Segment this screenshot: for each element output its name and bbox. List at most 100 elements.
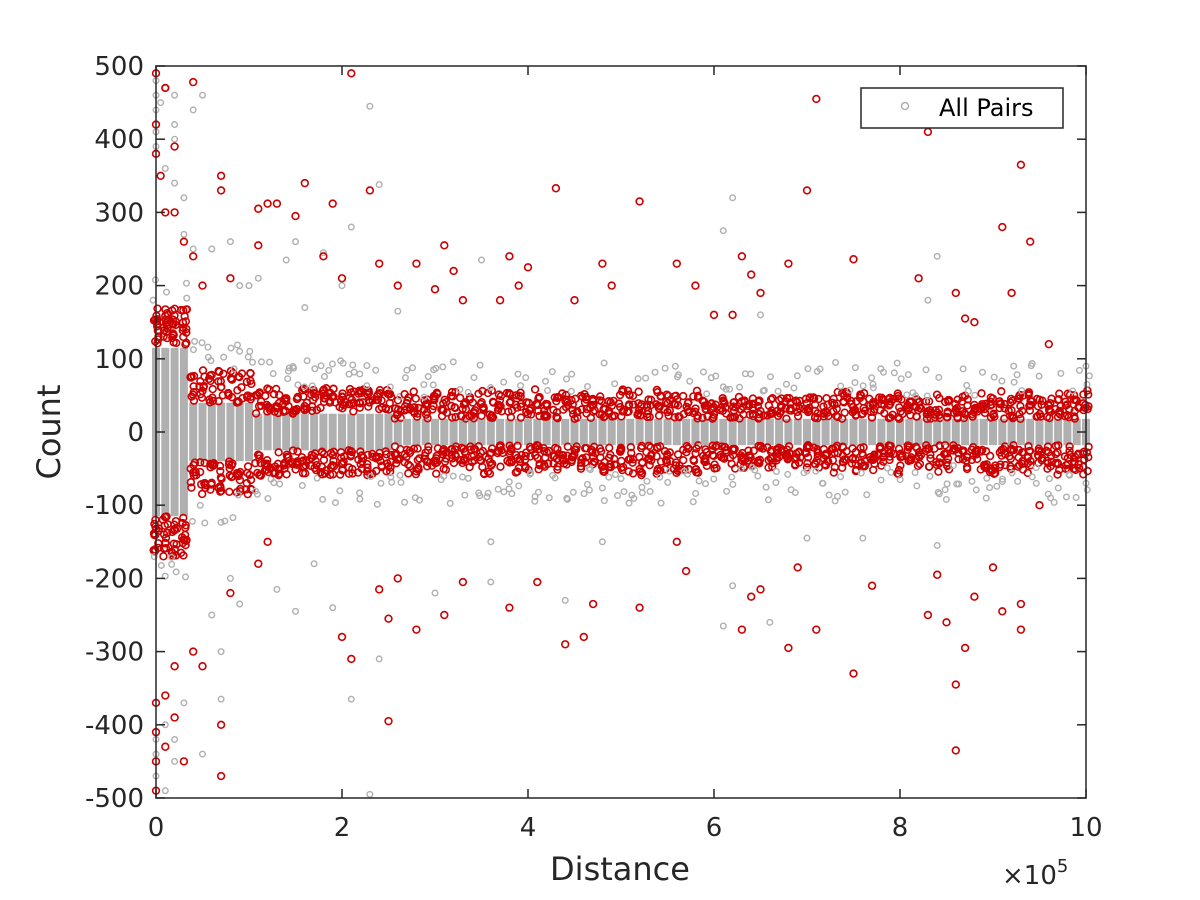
data-point [317, 448, 327, 457]
density-column [245, 402, 253, 462]
data-point [373, 500, 381, 508]
data-point [567, 387, 575, 395]
data-point [420, 393, 428, 401]
density-column [896, 418, 904, 446]
data-point [224, 460, 234, 469]
data-point [182, 324, 191, 334]
data-point [170, 142, 179, 151]
data-point [187, 483, 196, 492]
data-point [189, 460, 198, 470]
data-point [168, 315, 178, 324]
data-point [216, 487, 225, 496]
data-point [833, 387, 842, 397]
data-point [409, 403, 418, 412]
data-point [784, 470, 792, 478]
y-tick-label: 100 [94, 345, 144, 375]
data-point [926, 472, 934, 480]
data-point [990, 373, 998, 381]
density-column [338, 413, 346, 451]
data-point [810, 459, 820, 468]
data-point [430, 285, 440, 294]
density-column [951, 418, 960, 446]
data-point [579, 632, 588, 642]
density-column [412, 418, 421, 446]
data-point [216, 771, 226, 781]
data-point [291, 211, 300, 221]
data-point [1061, 397, 1070, 406]
legend-box [860, 87, 1064, 129]
data-point [700, 454, 710, 463]
density-column [961, 418, 970, 446]
data-point [485, 469, 495, 478]
data-point [605, 473, 613, 481]
data-point [774, 443, 784, 452]
data-point [366, 102, 374, 110]
data-point [729, 402, 738, 411]
density-column [579, 418, 588, 446]
data-point [470, 374, 478, 382]
data-point [755, 455, 765, 465]
data-point [409, 407, 418, 416]
data-point [483, 467, 493, 476]
data-point [372, 395, 381, 405]
data-point [159, 530, 169, 539]
data-point [319, 455, 329, 465]
y-tick-label: -100 [85, 491, 144, 521]
data-point [344, 399, 354, 409]
data-point [802, 463, 812, 472]
data-point [955, 480, 963, 488]
data-point [429, 381, 437, 389]
data-point [709, 310, 719, 320]
data-point [652, 400, 661, 409]
data-point [439, 406, 448, 415]
data-point [224, 391, 233, 400]
data-point [1024, 442, 1033, 451]
data-point [782, 414, 791, 423]
data-point [337, 453, 346, 462]
data-point [756, 585, 765, 594]
data-point [274, 408, 283, 418]
data-point [179, 513, 188, 523]
data-point [552, 396, 561, 406]
data-point [422, 462, 432, 471]
data-point [970, 592, 979, 601]
density-column [598, 418, 607, 446]
data-point [450, 403, 460, 413]
data-point [464, 388, 472, 396]
data-point [923, 392, 931, 400]
density-column [161, 347, 170, 517]
data-point [382, 450, 391, 459]
data-point [487, 384, 495, 392]
data-point [772, 468, 780, 476]
data-point [386, 463, 395, 472]
data-point [935, 393, 944, 403]
data-point [309, 385, 318, 395]
data-point [754, 409, 764, 419]
density-column [235, 402, 244, 462]
data-point [960, 314, 970, 323]
data-point [998, 475, 1006, 483]
data-point [284, 401, 293, 411]
data-point [548, 368, 556, 376]
data-point [912, 444, 922, 453]
density-column [654, 418, 663, 446]
data-point [628, 391, 638, 400]
data-point [402, 452, 411, 462]
data-point [319, 249, 327, 257]
data-point [450, 450, 460, 459]
density-column [384, 413, 393, 451]
data-point [791, 489, 799, 497]
data-point [544, 446, 554, 456]
data-point [317, 362, 325, 370]
data-point [869, 384, 877, 392]
data-point [695, 477, 703, 485]
density-column [812, 418, 821, 446]
y-tick-label: 300 [94, 198, 144, 228]
data-point [611, 380, 619, 388]
data-point [1043, 400, 1053, 410]
data-point [651, 368, 659, 376]
data-point [904, 371, 912, 379]
density-column [672, 418, 681, 446]
data-point [1032, 464, 1040, 472]
data-point [475, 455, 485, 465]
